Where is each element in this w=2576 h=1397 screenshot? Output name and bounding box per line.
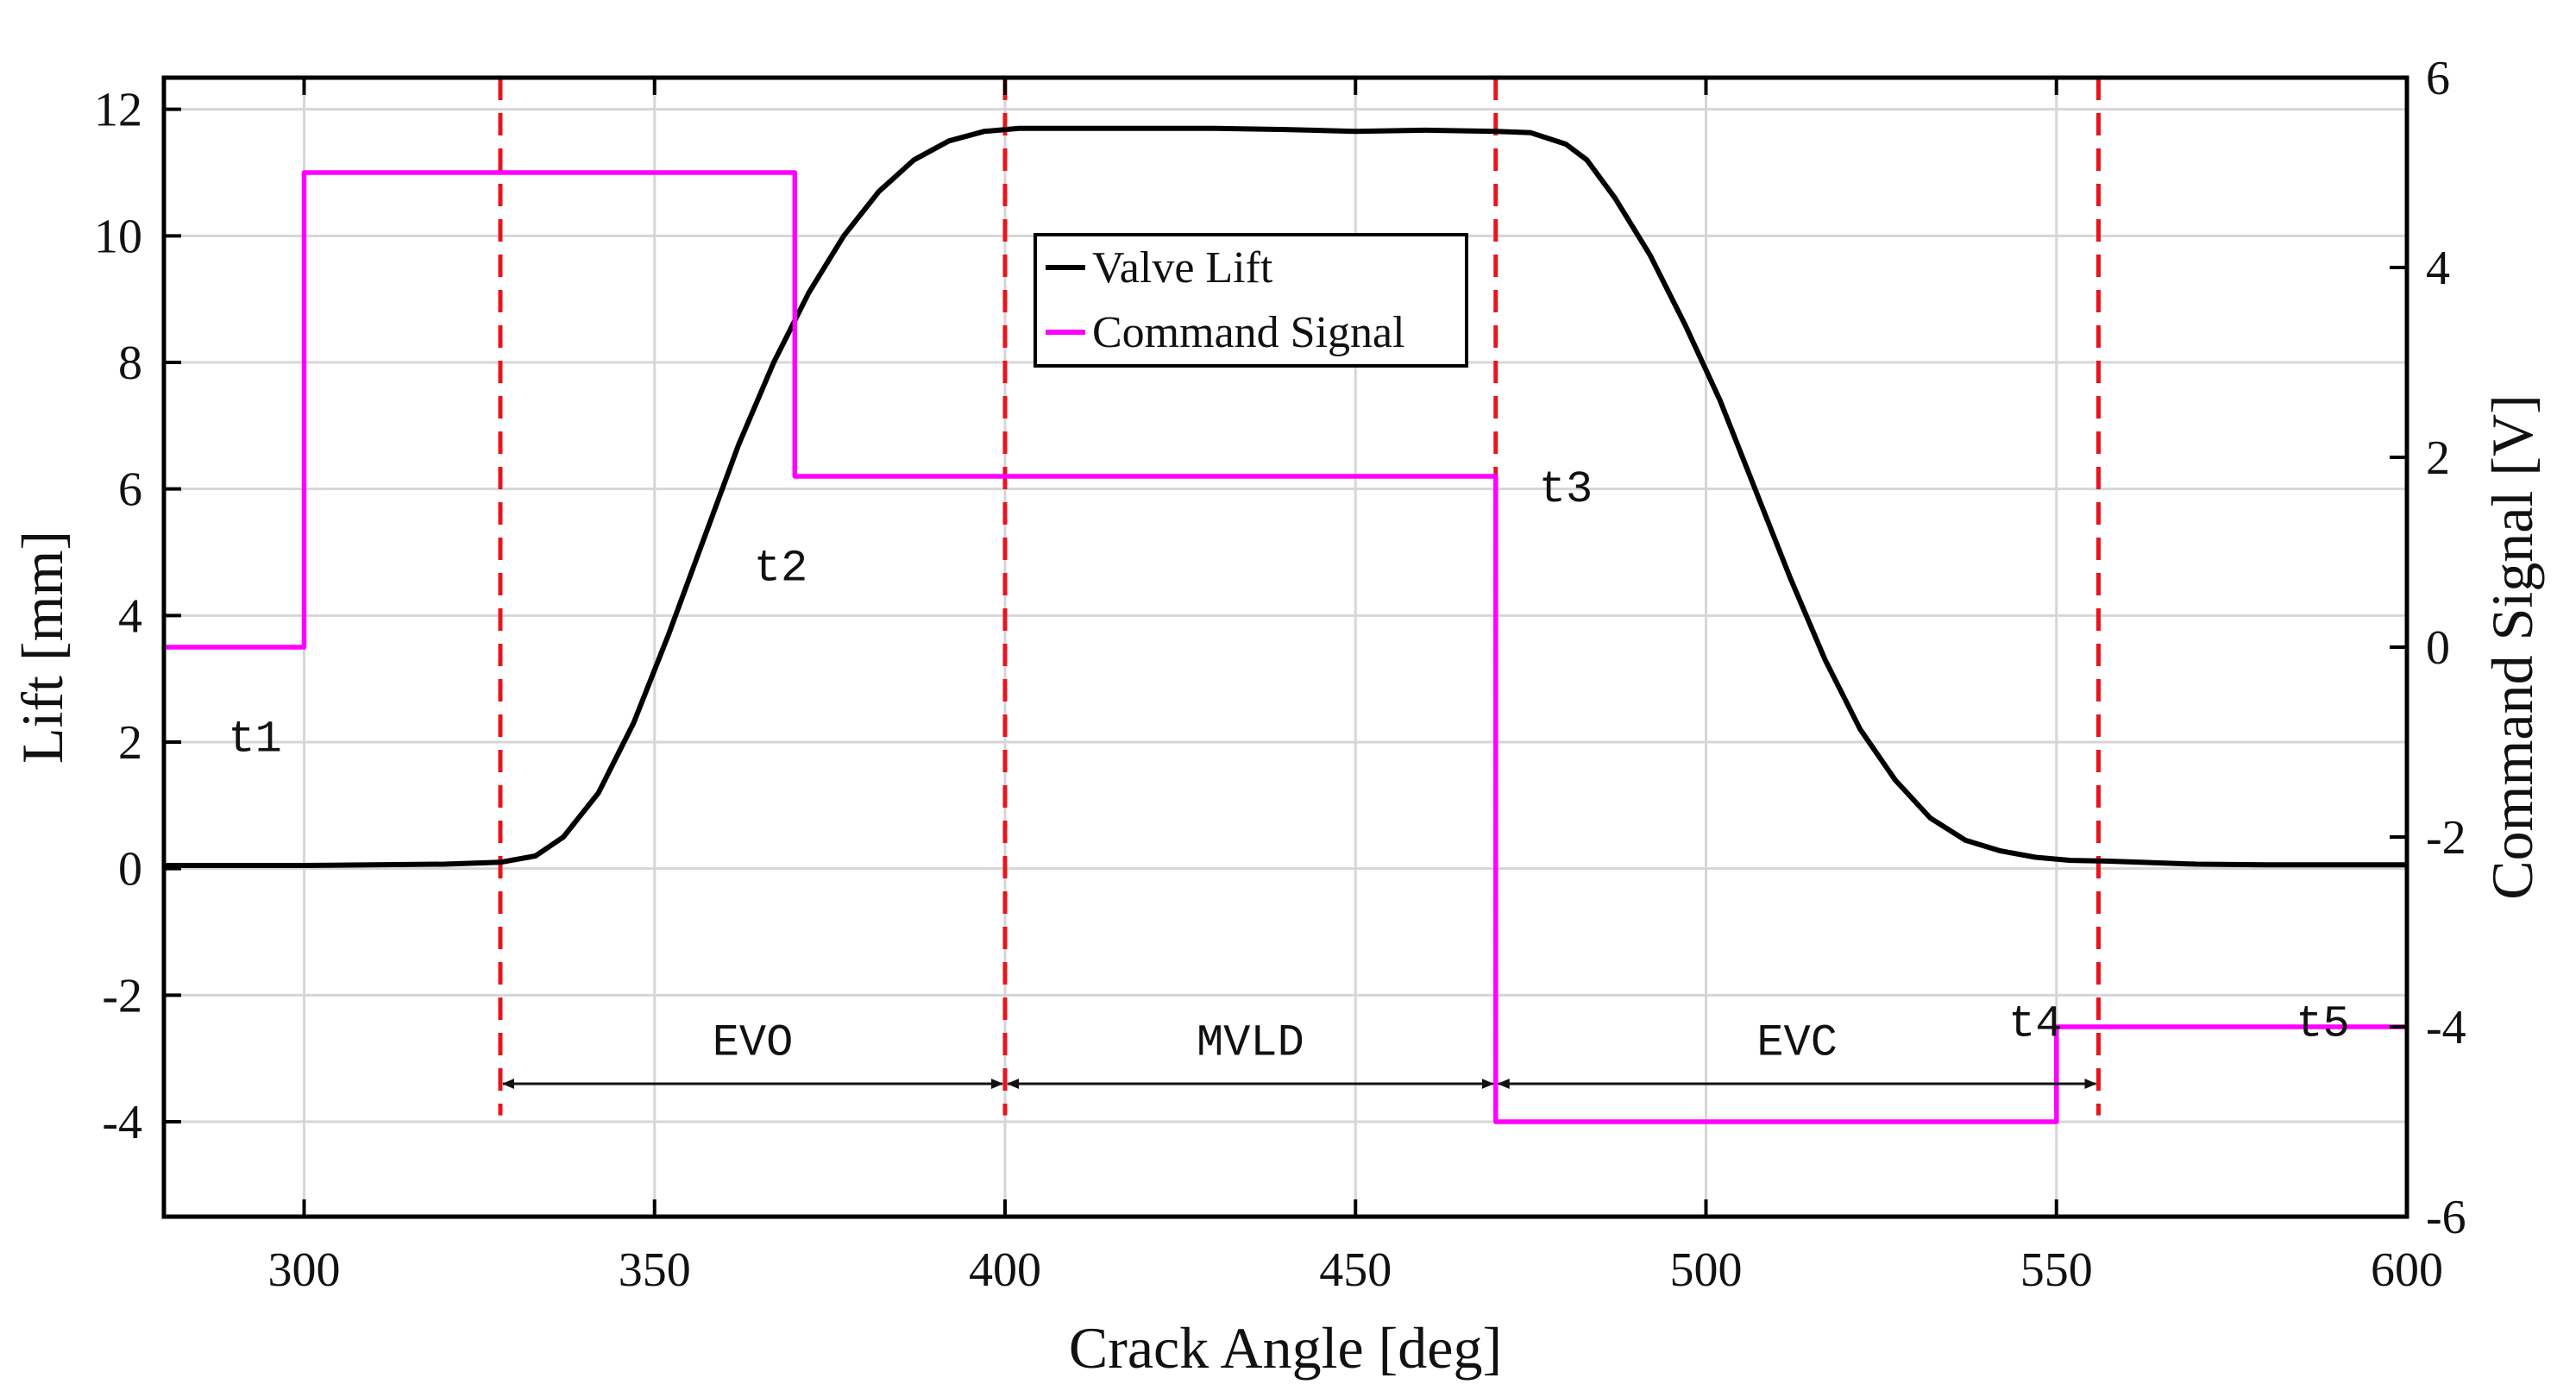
y-tick-label: 0 — [118, 843, 142, 897]
x-tick-label: 400 — [969, 1243, 1041, 1297]
y-tick-label: 10 — [94, 210, 142, 263]
legend-label-command-signal: Command Signal — [1092, 308, 1405, 357]
point-label: t2 — [754, 544, 807, 595]
x-tick-label: 600 — [2371, 1243, 2443, 1297]
y2-tick-label: 6 — [2426, 52, 2450, 105]
interval-label: EVC — [1756, 1018, 1838, 1069]
valve-lift-line — [164, 125, 2407, 868]
y2-tick-label: 2 — [2426, 431, 2450, 485]
legend-label-valve-lift: Valve Lift — [1092, 243, 1273, 293]
x-tick-label: 350 — [619, 1243, 691, 1297]
point-label: t3 — [1539, 464, 1593, 515]
interval-label: EVO — [713, 1018, 794, 1069]
legend-box — [1034, 233, 1468, 368]
y2-tick-label: -2 — [2426, 811, 2466, 865]
x-tick-label: 550 — [2020, 1243, 2093, 1297]
y2-axis-label: Command Signal [V] — [2479, 394, 2545, 900]
y-tick-label: -4 — [102, 1096, 142, 1149]
plot-marks: EVO MVLD EVC t1 t2 t3 t4 t5 — [164, 78, 2407, 1124]
x-axis-label: Crack Angle [deg] — [1069, 1315, 1502, 1381]
legend: Valve Lift Command Signal — [1034, 233, 1468, 368]
point-label: t5 — [2296, 999, 2349, 1050]
x-tick-label: 450 — [1319, 1243, 1392, 1297]
y-tick-label: -2 — [102, 969, 142, 1023]
y-tick-label: 2 — [118, 716, 142, 770]
y-tick-label: 12 — [94, 84, 142, 137]
y-tick-label: 4 — [118, 589, 142, 643]
y2-tick-label: -4 — [2426, 1001, 2466, 1054]
y2-tick-label: -6 — [2426, 1191, 2466, 1244]
y2-tick-label: 4 — [2426, 242, 2450, 295]
point-label: t4 — [2008, 999, 2062, 1050]
y-tick-label: 6 — [118, 463, 142, 517]
series-group — [164, 125, 2407, 1124]
point-label: t1 — [228, 714, 281, 765]
y2-tick-label: 0 — [2426, 621, 2450, 675]
x-tick-label: 500 — [1670, 1243, 1743, 1297]
axes: 300 350 400 450 500 550 600 -4 -2 0 2 4 6 8 10 12 -6 -4 -2… — [94, 52, 2466, 1297]
command-signal-line — [164, 170, 2407, 1124]
y-tick-label: 8 — [118, 337, 142, 390]
y-axis-label: Lift [mm] — [9, 531, 75, 764]
interval-label: MVLD — [1197, 1018, 1304, 1069]
x-tick-label: 300 — [268, 1243, 341, 1297]
